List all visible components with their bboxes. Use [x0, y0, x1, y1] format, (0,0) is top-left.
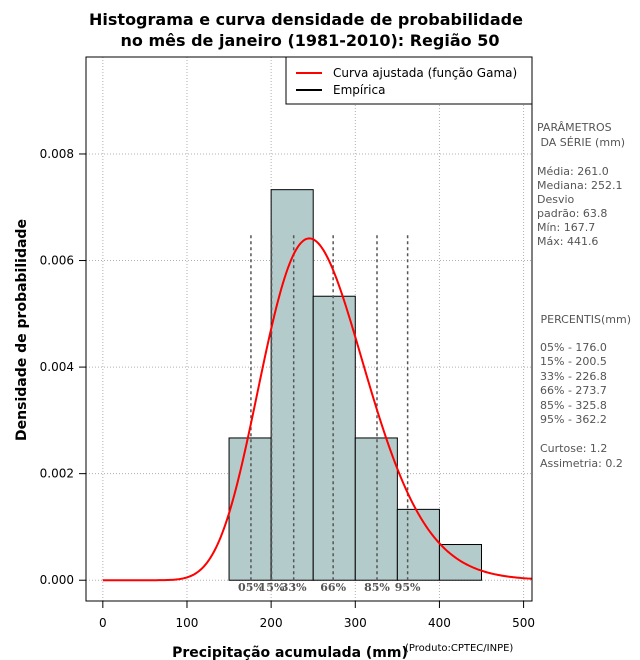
gamma-fit-curve — [102, 237, 533, 582]
x-axis-label: Precipitação acumulada (mm) — [172, 645, 408, 660]
series-parameters-panel: PARÂMETROS DA SÉRIE (mm) Média: 261.0 Me… — [537, 121, 631, 470]
histogram-bar — [228, 437, 272, 581]
histogram-bar — [396, 508, 440, 581]
param-heading-line-1: PARÂMETROS — [537, 121, 612, 134]
param-line: Máx: 441.6 — [537, 235, 598, 248]
histogram-bar — [270, 189, 314, 581]
legend-label-empirical: Empírica — [333, 83, 385, 97]
y-tick-label: 0.002 — [40, 467, 74, 481]
y-tick-label: 0.000 — [40, 573, 74, 587]
percentis-line: 05% - 176.0 — [540, 341, 607, 354]
param-line: Média: 261.0 — [537, 165, 609, 178]
histogram-bars — [228, 189, 483, 581]
legend-box — [285, 56, 533, 105]
percentile-label: 85% — [364, 581, 390, 594]
param-heading-line-2: DA SÉRIE (mm) — [537, 136, 625, 149]
x-tick-label: 0 — [99, 616, 107, 630]
histogram-bar — [312, 295, 356, 581]
param-line: Mediana: 252.1 — [537, 179, 622, 192]
x-tick-label: 500 — [512, 616, 535, 630]
param-line: padrão: 63.8 — [537, 207, 607, 220]
gamma-curve-group — [102, 237, 533, 582]
percentis-line: 66% - 273.7 — [540, 384, 607, 397]
y-tick-label: 0.006 — [40, 254, 74, 268]
chart-title: Histograma e curva densidade de probabil… — [89, 10, 523, 50]
param-line: Mín: 167.7 — [537, 221, 595, 234]
stats-line-skewness: Assimetria: 0.2 — [540, 457, 623, 470]
percentile-label: 05% — [238, 581, 264, 594]
percentis-line: 15% - 200.5 — [540, 355, 607, 368]
percentile-label: 33% — [281, 581, 307, 594]
chart-title-line-1: Histograma e curva densidade de probabil… — [89, 10, 523, 29]
y-tick-label: 0.008 — [40, 147, 74, 161]
stats-line-kurtosis: Curtose: 1.2 — [540, 442, 607, 455]
histogram-bar — [354, 437, 398, 581]
percentile-label: 95% — [395, 581, 421, 594]
x-tick-label: 200 — [260, 616, 283, 630]
percentile-label: 66% — [320, 581, 346, 594]
x-tick-label: 300 — [344, 616, 367, 630]
param-line: Desvio — [537, 193, 575, 206]
y-tick-label: 0.004 — [40, 360, 74, 374]
x-tick-label: 400 — [428, 616, 451, 630]
legend: Curva ajustada (função Gama) Empírica — [285, 56, 533, 105]
x-axis: 0 100 200 300 400 500 — [99, 600, 535, 630]
x-tick-label: 100 — [176, 616, 199, 630]
percentis-line: 33% - 226.8 — [540, 370, 607, 383]
percentis-heading: PERCENTIS(mm) — [537, 313, 631, 326]
percentile-lines: 05%15%33% 66% 85% 95% — [238, 233, 421, 594]
y-axis-label: Densidade de probabilidade — [14, 219, 30, 441]
y-axis: 0.000 0.002 0.004 0.006 0.008 — [40, 147, 87, 587]
percentile-label: 15% — [259, 581, 285, 594]
product-credit: (Produto:CPTEC/INPE) — [405, 643, 513, 654]
percentis-line: 95% - 362.2 — [540, 413, 607, 426]
percentis-line: 85% - 325.8 — [540, 399, 607, 412]
chart-title-line-2: no mês de janeiro (1981-2010): Região 50 — [121, 31, 500, 50]
legend-label-curve: Curva ajustada (função Gama) — [333, 66, 517, 80]
